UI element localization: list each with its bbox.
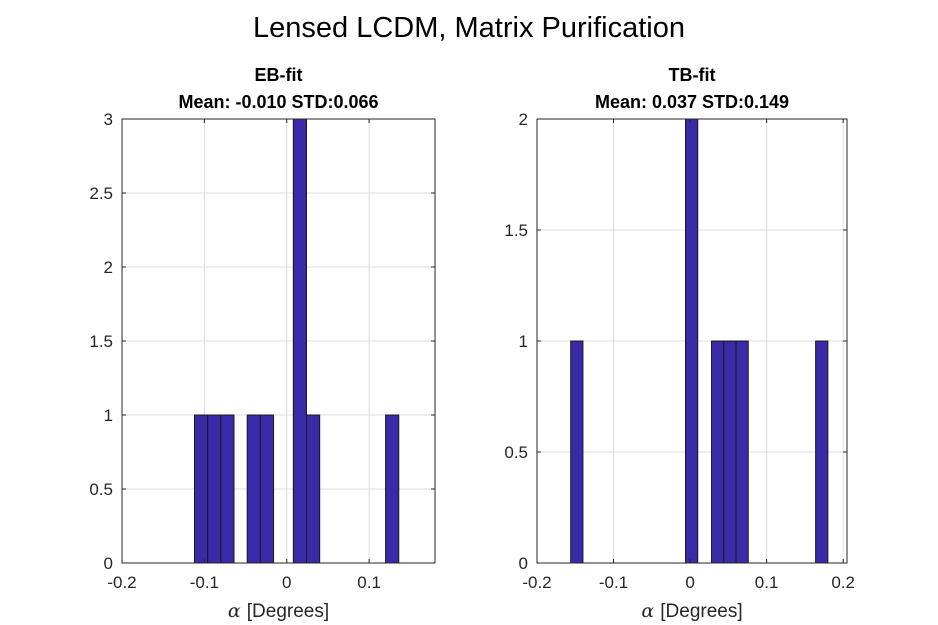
eb-histogram-bar <box>207 414 222 564</box>
eb-xaxis-unit: [Degrees] <box>247 601 329 622</box>
tb-plot-subtitle: Mean: 0.037 STD:0.149 <box>595 92 789 112</box>
tb-ytick-label: 0 <box>519 554 528 573</box>
tb-histogram-bar <box>735 340 749 564</box>
tb-histogram-bar <box>815 340 829 564</box>
eb-histogram-bar <box>193 414 209 564</box>
eb-ytick-label: 2 <box>104 258 113 277</box>
tb-ytick-label: 1 <box>519 332 528 351</box>
eb-ytick-label: 2.5 <box>89 184 113 203</box>
eb-histogram-bar <box>385 414 400 564</box>
eb-xaxis-label: α [Degrees] <box>228 600 329 622</box>
tb-xtick-label: -0.1 <box>599 573 628 592</box>
eb-histogram-bar <box>246 414 261 564</box>
tb-xtick-label: 0.2 <box>831 573 855 592</box>
eb-ytick-label: 0.5 <box>89 480 113 499</box>
eb-ytick-label: 3 <box>104 110 113 129</box>
eb-xtick-label: -0.1 <box>190 573 219 592</box>
eb-ytick-label: 0 <box>104 554 113 573</box>
figure-title: Lensed LCDM, Matrix Purification <box>253 12 685 44</box>
eb-xtick-label: -0.2 <box>107 573 136 592</box>
tb-ytick-label: 2 <box>519 110 528 129</box>
eb-ytick-label: 1.5 <box>89 332 113 351</box>
eb-xtick-label: 0 <box>282 573 291 592</box>
tb-histogram-bar <box>723 340 737 564</box>
tb-xtick-label: 0 <box>685 573 694 592</box>
tb-histogram-bar <box>684 118 699 564</box>
eb-xtick-label: 0.1 <box>357 573 381 592</box>
tb-xaxis-label: α [Degrees] <box>641 600 742 622</box>
tb-histogram-bar <box>711 340 725 564</box>
tb-xaxis-unit: [Degrees] <box>660 601 742 622</box>
eb-plot-title: EB-fit <box>255 65 303 85</box>
tb-ytick-label: 1.5 <box>504 221 528 240</box>
eb-xaxis-symbol: α <box>228 600 247 622</box>
eb-ytick-label: 1 <box>104 406 113 425</box>
tb-xtick-label: 0.1 <box>755 573 779 592</box>
eb-histogram-bar <box>306 414 321 564</box>
tb-histogram-bar <box>570 340 584 564</box>
eb-histogram-bar <box>259 414 275 564</box>
eb-histogram-bar <box>220 414 235 564</box>
tb-xaxis-symbol: α <box>641 600 660 622</box>
tb-plot-title: TB-fit <box>669 65 716 85</box>
eb-histogram-bar <box>292 118 308 564</box>
eb-plot-subtitle: Mean: -0.010 STD:0.066 <box>178 92 378 112</box>
tb-ytick-label: 0.5 <box>504 443 528 462</box>
tb-xtick-label: -0.2 <box>522 573 551 592</box>
